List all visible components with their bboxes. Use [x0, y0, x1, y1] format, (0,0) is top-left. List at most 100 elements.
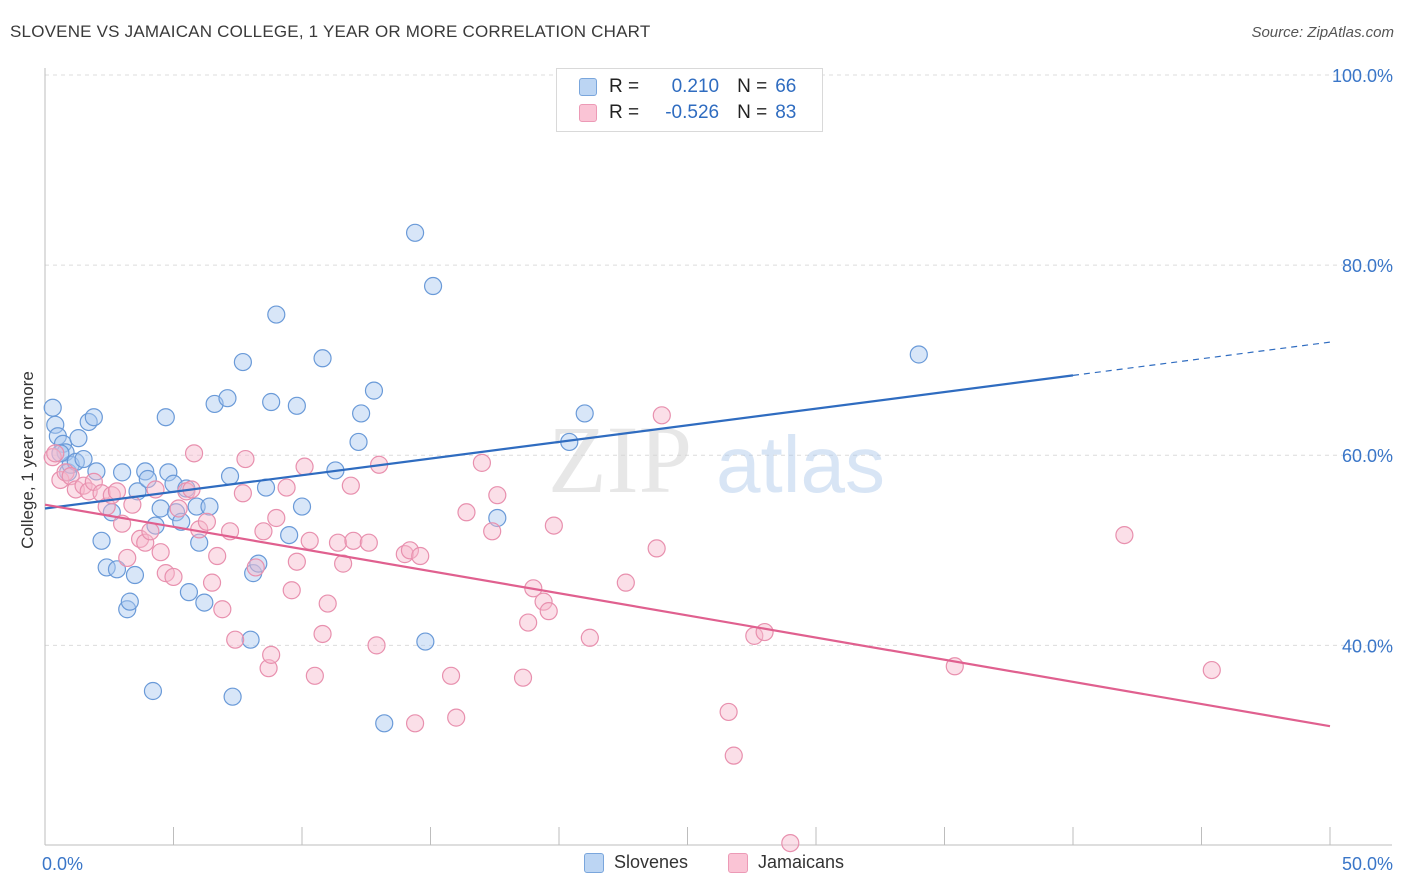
slovene-point	[84, 408, 103, 427]
slovene-point	[112, 463, 132, 482]
jamaican-point	[367, 636, 386, 655]
slovene-point	[292, 497, 312, 516]
slovene-point	[267, 305, 286, 324]
jamaican-point	[313, 624, 332, 644]
jamaican-point	[539, 602, 558, 621]
jamaican-point	[46, 444, 65, 463]
legend-row-slovenes: R = 0.210 N = 66	[579, 75, 796, 99]
jamaican-point	[411, 546, 430, 566]
jamaican-point	[282, 581, 301, 600]
jamaican-point	[405, 714, 425, 733]
slovene-point	[313, 349, 332, 368]
jamaican-point	[262, 645, 281, 664]
slovene-point	[364, 381, 384, 400]
legend-label-slovenes: Slovenes	[614, 852, 689, 872]
slovene-point	[187, 497, 206, 516]
jamaican-point	[202, 573, 222, 592]
watermark: ZIP atlas	[548, 406, 885, 513]
slovene-point	[262, 392, 281, 412]
jamaican-point	[213, 600, 232, 619]
jamaican-point	[488, 486, 507, 505]
slovene-point	[416, 632, 435, 651]
jamaican-point	[226, 630, 245, 649]
legend-item-slovenes: Slovenes	[584, 852, 688, 873]
jamaican-point	[755, 622, 774, 642]
slovene-point	[423, 276, 443, 296]
jamaican-point	[164, 567, 183, 587]
series-legend: Slovenes Jamaicans	[0, 852, 1406, 878]
jamaican-point	[652, 406, 671, 425]
jamaican-point	[233, 484, 252, 503]
slovene-point	[120, 592, 139, 611]
jamaican-point	[151, 543, 170, 562]
legend-n-value: 83	[775, 102, 797, 123]
legend-swatch-blue	[579, 78, 597, 96]
jamaican-point	[277, 478, 296, 497]
slovene-point	[107, 560, 127, 579]
slovene-trend-line	[44, 374, 1074, 510]
slovene-point	[190, 533, 209, 552]
jamaican-point	[447, 708, 466, 727]
slovene-point	[69, 429, 88, 448]
x-tick-label: 0.0%	[42, 854, 83, 874]
jamaican-point	[483, 522, 502, 541]
slovene-point	[575, 404, 594, 423]
gridlines	[45, 74, 1392, 646]
jamaican-point	[246, 558, 265, 577]
slovene-point	[125, 565, 145, 585]
jamaican-point	[61, 467, 80, 486]
slovene-point	[200, 497, 219, 516]
jamaican-point	[344, 531, 363, 550]
legend-n-label: N =	[737, 76, 768, 97]
slovene-point	[172, 512, 191, 531]
y-axis-label: College, 1 year or more	[18, 371, 37, 549]
jamaican-point	[184, 444, 204, 463]
slovene-point	[195, 593, 214, 612]
jamaican-point	[781, 833, 800, 853]
jamaican-point	[441, 666, 461, 685]
slovene-point	[280, 525, 299, 545]
tick-labels: 40.0% 60.0% 80.0% 100.0% 0.0% 50.0%	[42, 66, 1393, 874]
jamaican-point	[169, 499, 188, 518]
slovene-point	[46, 415, 65, 434]
jamaican-point	[341, 476, 360, 495]
legend-swatch-pink	[728, 852, 748, 873]
slovene-point	[74, 449, 93, 469]
jamaican-point	[141, 522, 160, 541]
slovene-point	[287, 396, 306, 415]
slovene-point	[223, 687, 242, 706]
slovene-point	[43, 398, 62, 417]
slovene-point	[220, 467, 240, 486]
series-jamaicans	[43, 406, 1221, 853]
jamaican-point	[267, 508, 286, 528]
slovene-point	[159, 463, 178, 482]
jamaican-point	[513, 668, 533, 687]
jamaican-point	[74, 476, 93, 495]
legend-r-label: R =	[609, 76, 640, 97]
slovene-point	[488, 508, 507, 528]
legend-n-label: N =	[737, 102, 768, 123]
y-tick-label: 100.0%	[1332, 66, 1393, 86]
slovene-point	[143, 681, 163, 701]
jamaican-point	[328, 533, 348, 552]
jamaican-point	[647, 539, 666, 558]
jamaican-point	[544, 516, 563, 535]
legend-r-value: -0.526	[665, 102, 720, 123]
jamaican-point	[118, 548, 137, 568]
slovene-point	[375, 714, 394, 733]
jamaican-point	[616, 573, 635, 592]
jamaican-point	[359, 533, 378, 552]
slovene-point	[151, 499, 170, 518]
slovene-point	[156, 408, 175, 427]
jamaican-point	[254, 522, 273, 541]
slovene-point	[349, 432, 368, 452]
source-label: Source: ZipAtlas.com	[1251, 24, 1394, 41]
jamaican-point	[305, 666, 324, 685]
trend-lines	[44, 341, 1331, 728]
slovene-point	[179, 583, 199, 602]
jamaican-trend-line	[44, 503, 1331, 728]
jamaican-point	[400, 541, 420, 560]
y-tick-label: 40.0%	[1342, 636, 1393, 656]
legend-r-value: 0.210	[671, 76, 720, 97]
